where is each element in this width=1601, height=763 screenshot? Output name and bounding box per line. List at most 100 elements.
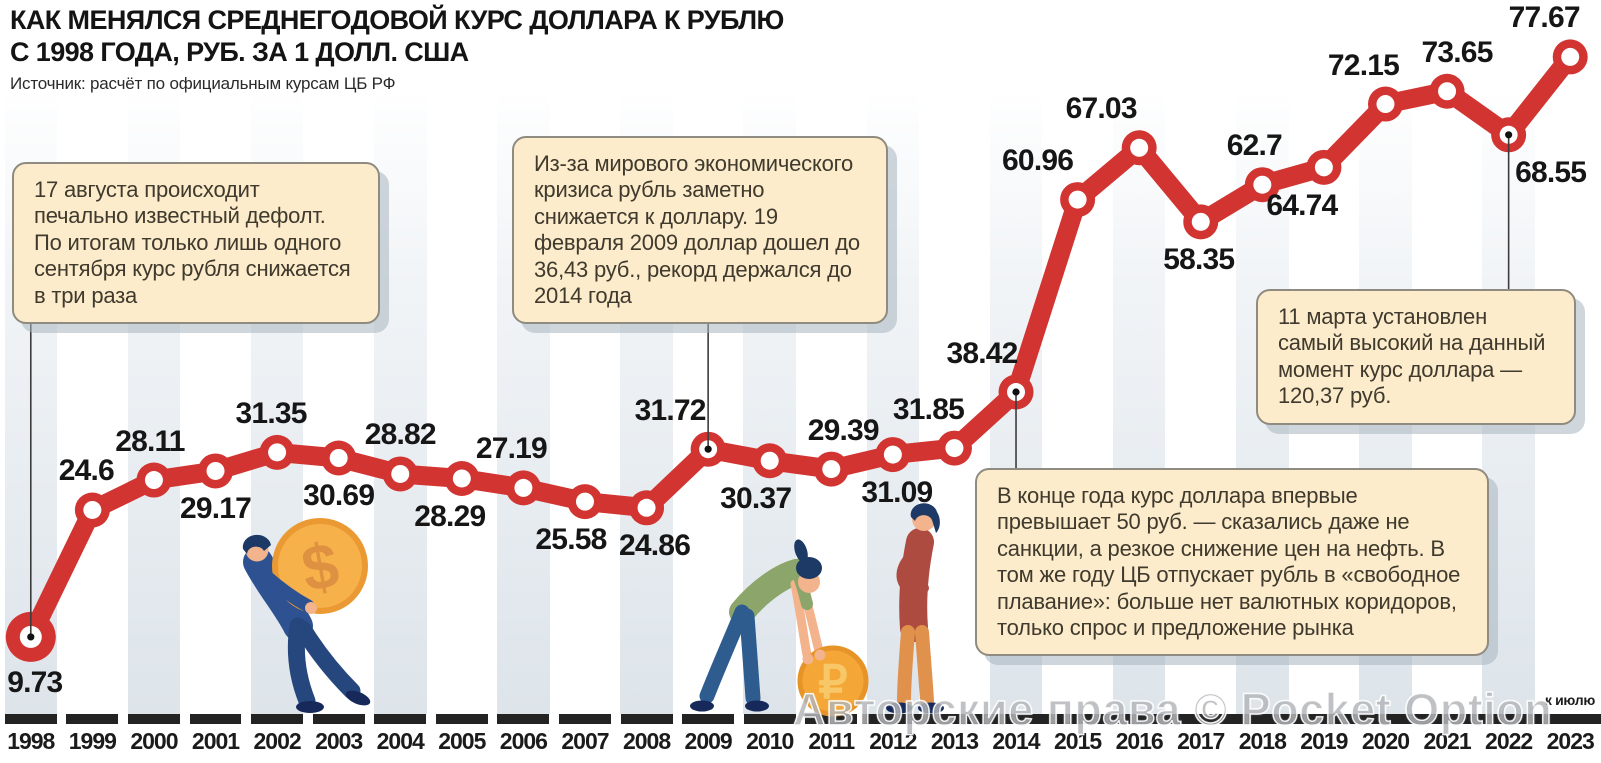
data-point-center [391,464,410,483]
shoe [296,701,324,713]
hair [242,534,271,554]
data-point-center [1561,47,1580,66]
data-point-center [83,500,102,519]
axis-segment [435,714,488,724]
annotation-box-1998-default: 17 августа происходит печально известный… [12,162,380,325]
annotation-connector-dot [27,633,35,641]
data-point-center [1191,212,1210,231]
data-point-center [575,492,594,511]
axis-segment [1477,714,1540,724]
ponytail [794,539,808,563]
axis-segment [805,714,858,724]
annotation-connector-dot [1505,131,1513,139]
axis-segment [862,714,924,724]
annotation-connectors [27,131,1513,641]
watermark: Авторские права © Pocket Option [792,683,1553,736]
shoe [690,700,714,712]
ruble-coin-icon: ₽ [797,645,869,717]
year-label: 1998 [7,728,55,754]
year-label: 2011 [808,728,855,754]
year-label: 2001 [191,728,240,754]
page-title-line2: С 1998 ГОДА, РУБ. ЗА 1 ДОЛЛ. США [10,37,469,67]
year-label: 2018 [1238,728,1287,754]
year-label: 2020 [1361,728,1410,754]
axis-segment [1108,714,1170,724]
hand [305,602,317,614]
background-stripe [373,96,427,714]
data-point-center [1314,158,1333,177]
axis-segment [1416,714,1478,724]
hair [910,503,940,533]
axis-segment [743,714,796,724]
annotation-connector-dot [1012,388,1020,396]
axis-segment [312,714,365,724]
source-note: Источник: расчёт по официальным курсам Ц… [10,74,396,93]
data-point-center [452,469,471,488]
year-label: 1999 [68,728,117,754]
svg-text:₽: ₽ [818,656,847,708]
woman-rolling-ruble-coin-illustration: ₽ [690,539,869,717]
axis-segment [620,714,673,724]
year-label: 2005 [438,728,486,754]
year-label: 2006 [499,728,548,754]
year-label: 2013 [930,728,979,754]
year-label: 2008 [622,728,671,754]
data-point-center [268,443,287,462]
axis-segment [985,714,1047,724]
annotation-connector-dot [704,445,712,453]
year-label: 2023 [1546,728,1595,754]
page-title-line1: КАК МЕНЯЛСЯ СРЕДНЕГОДОВОЙ КУРС ДОЛЛАРА К… [10,5,784,35]
year-label: 2019 [1300,728,1348,754]
data-point-center [206,461,225,480]
year-label: 2004 [376,728,425,754]
data-point-center [822,460,841,479]
data-point-center [1130,138,1149,157]
axis-segment [1293,714,1355,724]
axis-segment [497,714,550,724]
axis-segment [127,714,180,724]
year-label: 2010 [746,728,794,754]
axis-segment [4,714,57,724]
year-label: 2003 [315,728,363,754]
standing-man-illustration [886,503,944,714]
annotation-box-2014-floating-ruble: В конце года курс доллара впервые превыш… [975,468,1489,657]
year-label: 2016 [1115,728,1164,754]
axis-note-to-july: к июлю [1544,692,1595,708]
axis-segment [1539,714,1601,724]
axis-segment [189,714,242,724]
year-label: 2014 [992,728,1040,754]
annotation-box-2009-crisis: Из-за мирового экономического кризиса ру… [512,136,888,325]
data-point-center [637,498,656,517]
axis-segment [923,714,986,724]
data-point-center [514,478,533,497]
data-point-center [144,471,163,490]
man-carrying-dollar-coin-illustration: $ [242,518,371,713]
data-point-center [329,448,348,467]
axis-segment [558,714,611,724]
axis-segment [682,714,735,724]
axis-segment [1169,714,1232,724]
hand [802,653,814,665]
year-label: 2015 [1053,728,1102,754]
axis-segment [251,714,304,724]
shoe [886,702,912,714]
data-point-center [945,439,964,458]
shoe [345,690,371,706]
year-label: 2000 [130,728,178,754]
axis-segment [1046,714,1109,724]
shoe [745,700,769,712]
dollar-coin-icon: $ [272,518,368,614]
data-point-center [1253,175,1272,194]
year-label: 2012 [869,728,917,754]
illustrations: $ ₽ [242,503,944,717]
data-point-center [1068,190,1087,209]
year-label: 2022 [1485,728,1533,754]
annotation-box-2022-record: 11 марта установлен самый высокий на дан… [1256,289,1576,425]
axis-segment [1354,714,1417,724]
data-point-center [883,445,902,464]
year-label: 2009 [684,728,733,754]
year-label: 2007 [561,728,609,754]
